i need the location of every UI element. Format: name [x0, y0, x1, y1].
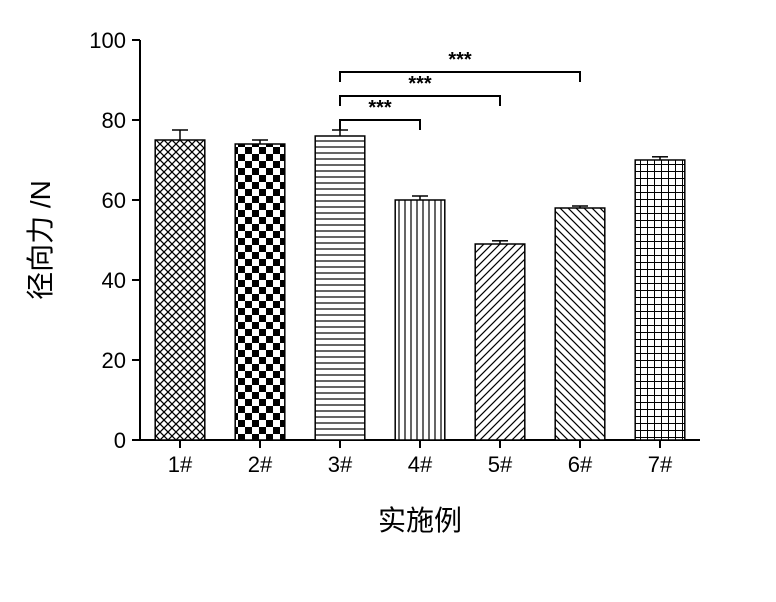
x-tick-label: 4# — [408, 452, 433, 477]
x-tick-label: 6# — [568, 452, 593, 477]
y-axis-title: 径向力 /N — [25, 180, 56, 300]
significance-label: *** — [448, 49, 472, 71]
x-tick-label: 2# — [248, 452, 273, 477]
bar — [475, 244, 525, 440]
y-tick-label: 100 — [89, 28, 126, 53]
x-axis-title: 实施例 — [378, 505, 462, 536]
y-tick-label: 20 — [102, 348, 126, 373]
y-tick-label: 40 — [102, 268, 126, 293]
chart-svg: 0 20 40 60 80 100 1# 2# 3# 4# 5# 6# 7# 径向力 /N 实施例 *** **… — [0, 0, 776, 602]
bar — [235, 144, 285, 440]
bar — [315, 136, 365, 440]
significance-bracket — [340, 96, 500, 106]
x-tick-label: 7# — [648, 452, 673, 477]
y-tick-label: 0 — [114, 428, 126, 453]
bar — [635, 160, 685, 440]
significance-bracket — [340, 120, 420, 130]
y-tick-label: 60 — [102, 188, 126, 213]
x-tick-label: 3# — [328, 452, 353, 477]
bar — [155, 140, 205, 440]
y-tick-label: 80 — [102, 108, 126, 133]
significance-label: *** — [408, 73, 432, 95]
bar-chart: 0 20 40 60 80 100 1# 2# 3# 4# 5# 6# 7# 径向力 /N 实施例 *** **… — [0, 0, 776, 602]
x-tick-label: 1# — [168, 452, 193, 477]
significance-label: *** — [368, 97, 392, 119]
x-tick-label: 5# — [488, 452, 513, 477]
bar — [555, 208, 605, 440]
significance-bracket — [340, 72, 580, 82]
bar — [395, 200, 445, 440]
